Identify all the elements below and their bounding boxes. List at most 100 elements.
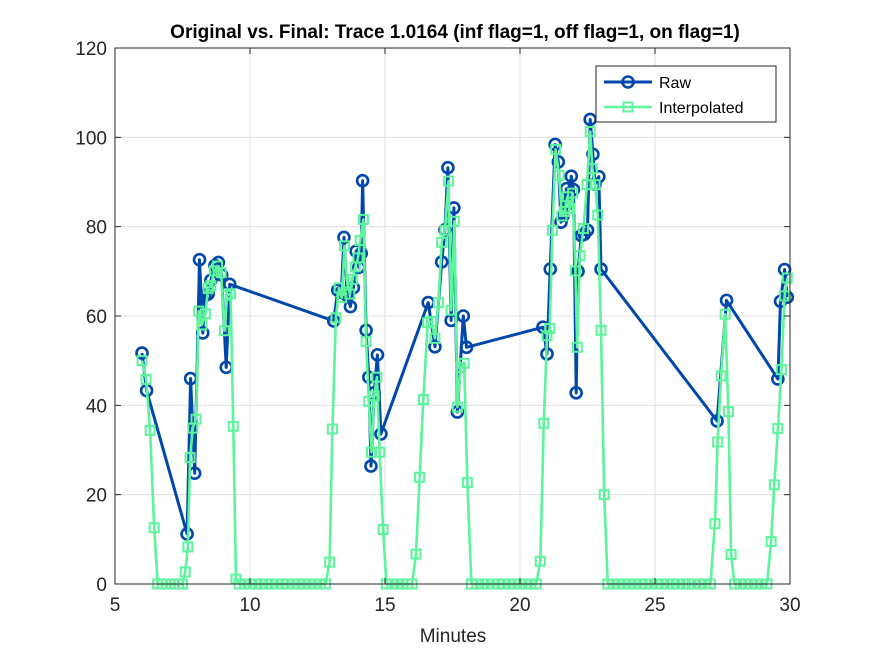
data-point bbox=[586, 163, 598, 175]
data-point bbox=[428, 340, 442, 354]
data-point bbox=[781, 272, 793, 284]
data-point bbox=[179, 566, 191, 578]
data-point bbox=[432, 297, 444, 309]
data-point bbox=[135, 346, 149, 360]
data-point bbox=[461, 477, 473, 489]
y-tick-label: 20 bbox=[86, 486, 107, 507]
x-tick-label: 10 bbox=[239, 595, 260, 616]
data-point bbox=[541, 330, 553, 342]
data-point bbox=[553, 169, 565, 181]
data-point bbox=[357, 214, 369, 226]
data-point bbox=[709, 518, 721, 530]
data-point bbox=[768, 479, 780, 491]
x-tick-label: 25 bbox=[644, 595, 665, 616]
data-point bbox=[148, 522, 160, 534]
data-point bbox=[584, 126, 596, 138]
data-point bbox=[710, 414, 724, 428]
data-point bbox=[184, 452, 196, 464]
data-point bbox=[441, 160, 455, 175]
x-tick-label: 30 bbox=[779, 595, 800, 616]
legend-item-interpolated: Interpolated bbox=[604, 100, 744, 117]
data-point bbox=[592, 209, 604, 221]
data-point bbox=[343, 299, 358, 314]
data-point bbox=[324, 556, 336, 568]
data-point bbox=[193, 305, 205, 317]
data-point bbox=[354, 235, 366, 247]
data-point bbox=[451, 401, 463, 413]
chart-title: Original vs. Final: Trace 1.0164 (inf fl… bbox=[170, 22, 740, 43]
legend: Raw Interpolated bbox=[595, 65, 777, 123]
data-point bbox=[347, 273, 359, 285]
data-point bbox=[458, 357, 470, 369]
data-point bbox=[779, 290, 791, 302]
data-point bbox=[534, 555, 546, 567]
data-point bbox=[202, 282, 214, 294]
y-tick-label: 60 bbox=[86, 307, 107, 328]
data-point bbox=[775, 364, 787, 376]
data-point bbox=[594, 262, 608, 276]
legend-item-raw: Raw bbox=[604, 75, 691, 92]
data-point bbox=[326, 314, 341, 328]
y-tick-label: 0 bbox=[96, 575, 107, 596]
legend-box bbox=[595, 65, 777, 123]
data-point bbox=[564, 202, 576, 214]
data-point bbox=[337, 230, 351, 245]
data-point bbox=[765, 536, 777, 548]
data-point bbox=[544, 323, 556, 335]
data-point bbox=[371, 371, 383, 383]
data-point bbox=[425, 315, 437, 327]
data-point bbox=[227, 420, 239, 432]
data-point bbox=[417, 394, 429, 406]
data-point bbox=[442, 175, 454, 187]
legend-label: Raw bbox=[659, 75, 691, 92]
data-point bbox=[136, 355, 148, 367]
data-point bbox=[377, 524, 389, 536]
data-point bbox=[589, 179, 601, 191]
data-point bbox=[374, 427, 388, 441]
legend-marker bbox=[622, 101, 634, 113]
data-point bbox=[374, 446, 386, 458]
data-point bbox=[140, 373, 152, 385]
data-point bbox=[414, 471, 426, 483]
data-point bbox=[722, 406, 734, 418]
data-point bbox=[569, 265, 581, 277]
axes: 5 10 15 20 25 30 0 20 40 60 80 100 120 bbox=[75, 39, 800, 616]
data-point bbox=[598, 489, 610, 501]
legend-marker bbox=[621, 75, 635, 89]
data-point bbox=[225, 288, 237, 300]
data-point bbox=[574, 250, 586, 262]
data-point bbox=[344, 288, 356, 300]
data-point bbox=[577, 222, 589, 234]
data-point bbox=[564, 169, 579, 183]
data-point bbox=[144, 424, 156, 436]
data-point bbox=[199, 308, 211, 320]
data-point bbox=[218, 325, 230, 337]
data-point bbox=[569, 386, 583, 400]
y-tick-label: 120 bbox=[75, 39, 107, 60]
data-point bbox=[370, 348, 385, 362]
legend-label: Interpolated bbox=[659, 100, 744, 117]
data-point bbox=[205, 280, 217, 292]
data-point bbox=[445, 304, 457, 316]
data-point bbox=[448, 215, 460, 227]
data-point bbox=[410, 548, 422, 560]
data-point bbox=[330, 312, 342, 324]
data-point bbox=[538, 417, 550, 429]
data-point bbox=[725, 549, 737, 561]
data-point bbox=[360, 335, 372, 347]
data-point bbox=[719, 293, 734, 308]
data-point bbox=[772, 423, 784, 435]
data-point bbox=[196, 319, 208, 331]
data-point bbox=[595, 324, 607, 336]
data-point bbox=[567, 187, 579, 199]
data-point bbox=[429, 332, 441, 344]
y-tick-label: 100 bbox=[75, 128, 107, 149]
y-tick-label: 40 bbox=[86, 396, 107, 417]
data-point bbox=[571, 341, 583, 353]
data-point bbox=[550, 143, 562, 155]
data-point bbox=[436, 236, 448, 248]
data-point bbox=[326, 423, 338, 435]
data-point bbox=[352, 252, 364, 264]
